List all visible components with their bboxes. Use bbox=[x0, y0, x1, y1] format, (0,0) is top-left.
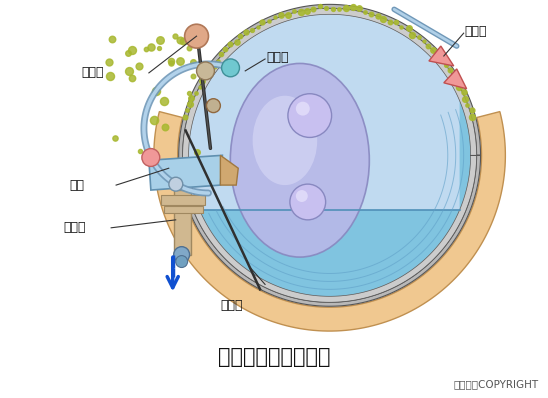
Polygon shape bbox=[429, 46, 454, 66]
Circle shape bbox=[185, 24, 208, 48]
Polygon shape bbox=[199, 101, 471, 297]
Polygon shape bbox=[444, 69, 467, 89]
Text: 卸料轴: 卸料轴 bbox=[81, 66, 104, 79]
Circle shape bbox=[296, 190, 308, 202]
Text: 冲洗管: 冲洗管 bbox=[465, 25, 487, 38]
Polygon shape bbox=[220, 155, 238, 185]
Text: 刮刀: 刮刀 bbox=[70, 179, 84, 191]
Text: 洗涤槽: 洗涤槽 bbox=[220, 299, 243, 312]
Polygon shape bbox=[174, 190, 191, 255]
Circle shape bbox=[296, 101, 310, 115]
Text: 冲洗管: 冲洗管 bbox=[266, 51, 289, 64]
Polygon shape bbox=[182, 8, 477, 302]
Polygon shape bbox=[179, 4, 481, 306]
Polygon shape bbox=[154, 111, 505, 331]
Text: 洗涤轴: 洗涤轴 bbox=[64, 221, 86, 234]
Polygon shape bbox=[149, 155, 222, 190]
Circle shape bbox=[169, 177, 183, 191]
Polygon shape bbox=[164, 206, 203, 213]
Ellipse shape bbox=[230, 63, 369, 257]
Circle shape bbox=[207, 99, 220, 113]
Text: 东方仿真COPYRIGHT: 东方仿真COPYRIGHT bbox=[453, 379, 538, 389]
Circle shape bbox=[174, 247, 190, 263]
Circle shape bbox=[142, 148, 159, 166]
Circle shape bbox=[197, 62, 214, 80]
Circle shape bbox=[288, 94, 332, 137]
Circle shape bbox=[176, 256, 187, 267]
Circle shape bbox=[189, 14, 471, 297]
Polygon shape bbox=[161, 195, 206, 205]
Ellipse shape bbox=[253, 96, 317, 185]
Text: 高温加压热处理流程: 高温加压热处理流程 bbox=[218, 347, 330, 367]
Circle shape bbox=[290, 184, 326, 220]
Circle shape bbox=[221, 59, 239, 77]
